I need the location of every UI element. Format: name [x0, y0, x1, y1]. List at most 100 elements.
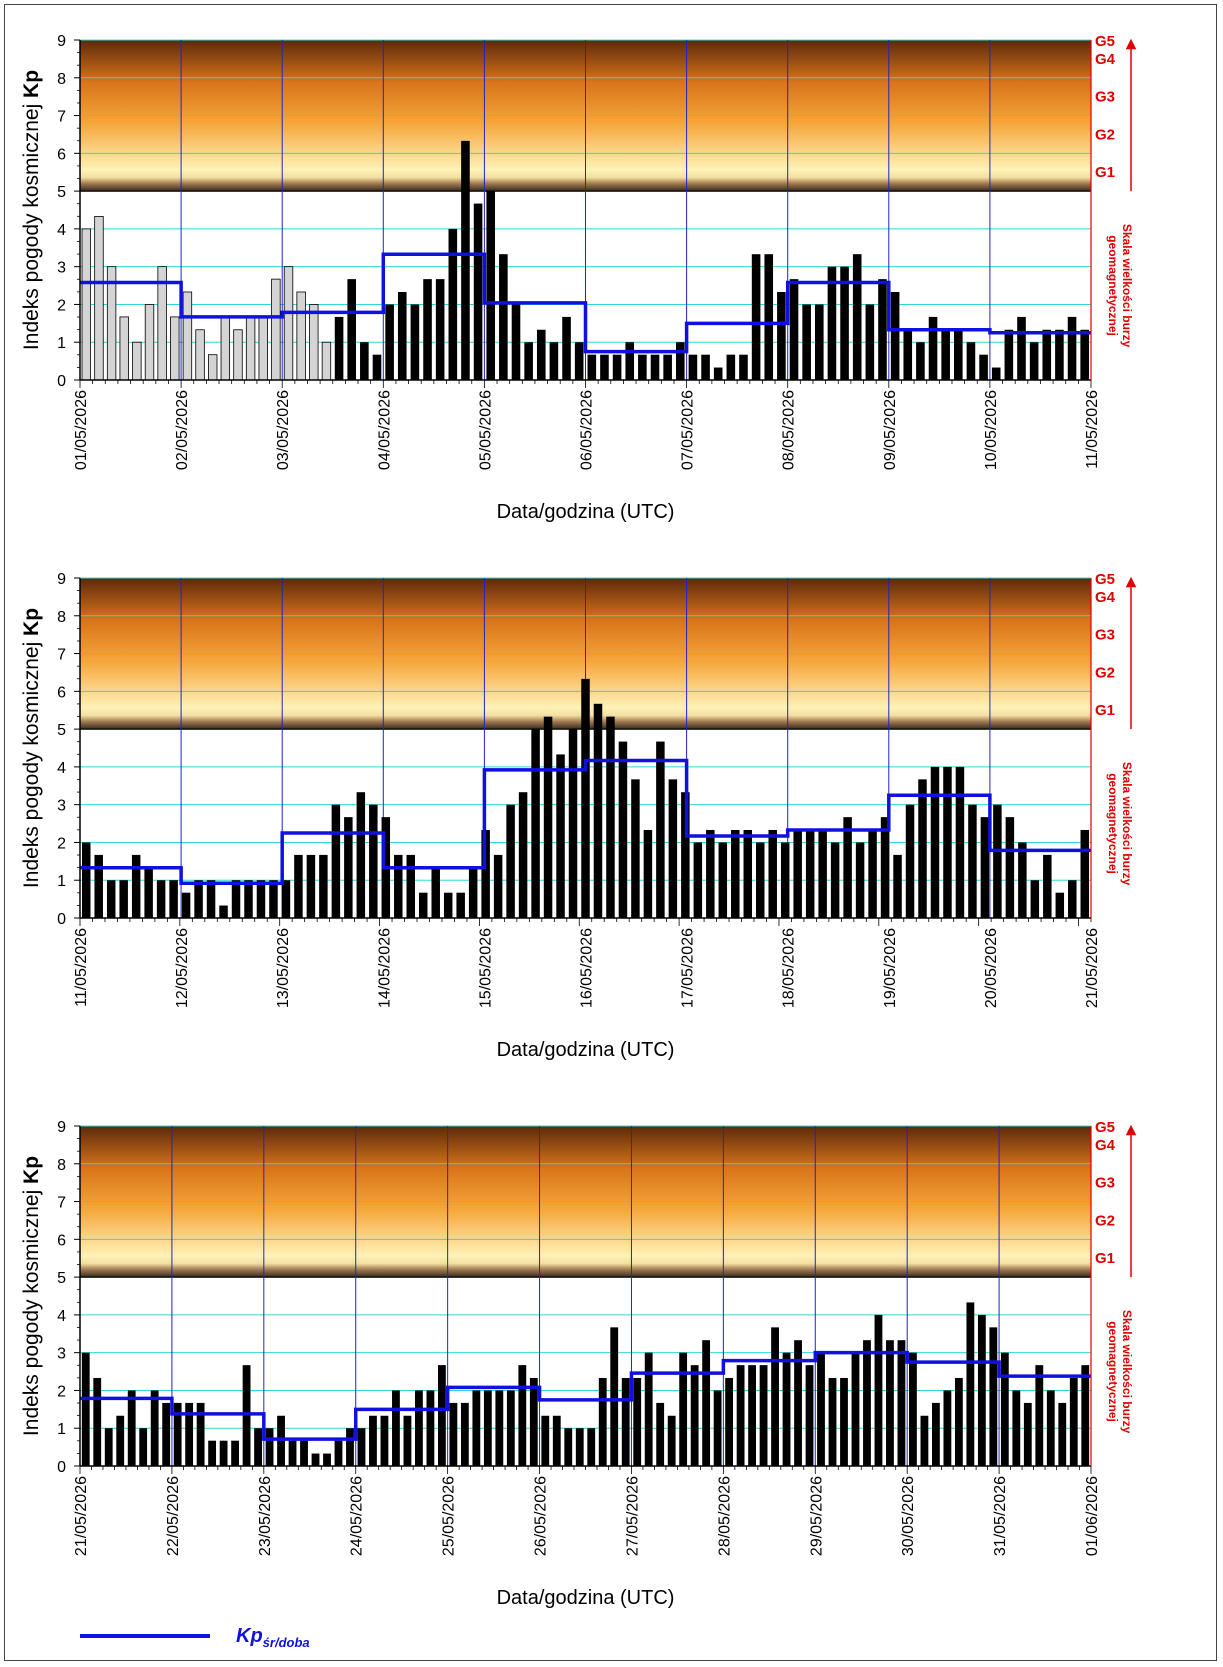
kp-bar [283, 266, 294, 381]
kp-bar [219, 905, 228, 918]
kp-bar [903, 329, 913, 380]
kp-bar [233, 329, 243, 381]
storm-level-label: G5 [1095, 1119, 1115, 1136]
kp-bar [131, 854, 141, 918]
x-date-label: 12/05/2026 [174, 928, 191, 1008]
kp-bar [777, 291, 786, 380]
kp-bar [369, 804, 378, 918]
kp-bar [802, 304, 811, 380]
kp-bar [851, 1352, 860, 1466]
storm-level-label: G5 [1095, 33, 1115, 50]
y-axis-title-kp: Kp [20, 70, 43, 98]
kp-bar [334, 1440, 343, 1466]
kp-bar [468, 867, 478, 918]
kp-bar [625, 342, 635, 380]
kp-bar [817, 1352, 825, 1466]
kp-bar [1055, 892, 1065, 918]
kp-bar [991, 367, 1001, 380]
kp-bar [713, 1390, 722, 1466]
kp-bar [473, 203, 483, 380]
kp-bar [989, 1327, 998, 1466]
kp-bar [499, 254, 508, 380]
kp-bar [288, 1440, 297, 1466]
kp-bar [256, 880, 266, 918]
kp-bar [581, 678, 590, 918]
kp-bar [1068, 880, 1077, 918]
kp-bar [194, 880, 203, 918]
kp-bar [574, 342, 584, 380]
kp-bar [231, 880, 241, 918]
x-date-label: 22/05/2026 [165, 1476, 182, 1556]
kp-bar [219, 1440, 228, 1466]
legend-label: Kpśr/doba [236, 1625, 310, 1650]
x-date-label: 01/06/2026 [1084, 1476, 1101, 1556]
kp-bar [931, 1402, 940, 1466]
kp-bar [195, 329, 205, 381]
kp-bar [943, 766, 952, 918]
kp-bar [415, 1390, 423, 1466]
kp-bar [706, 829, 715, 918]
kp-bar [181, 892, 191, 918]
x-date-label: 11/05/2026 [1084, 390, 1101, 469]
kp-bar [93, 1377, 102, 1466]
kp-bar [220, 316, 231, 381]
kp-bar [1012, 1390, 1021, 1466]
y-tick-label: 1 [57, 873, 66, 890]
kp-bar [966, 342, 976, 380]
kp-bar [410, 304, 420, 380]
kp-bar [81, 1352, 90, 1466]
kp-bar [106, 880, 116, 918]
kp-bar [863, 1340, 871, 1466]
storm-level-label: G2 [1095, 126, 1115, 143]
y-tick-label: 9 [57, 33, 66, 50]
legend: Kpśr/doba [80, 1625, 310, 1650]
storm-level-label: G3 [1095, 627, 1115, 644]
x-date-label: 11/05/2026 [73, 928, 90, 1007]
y-tick-label: 2 [57, 297, 66, 314]
daily-mean-line [80, 252, 1091, 354]
kp-bar [1004, 329, 1014, 380]
y-tick-label: 5 [57, 184, 66, 201]
x-date-label: 28/05/2026 [716, 1476, 733, 1556]
y-tick-label: 3 [57, 798, 66, 815]
kp-bar [506, 804, 515, 918]
kp-bar [865, 304, 875, 380]
y-axis-title-kp: Kp [20, 608, 43, 636]
kp-bar [346, 1428, 354, 1466]
y-tick-label: 6 [57, 684, 66, 701]
kp-bar [954, 329, 963, 380]
kp-bar [392, 1390, 400, 1466]
kp-bar [656, 741, 665, 918]
kp-bar [840, 266, 849, 380]
y-tick-label: 4 [57, 1308, 66, 1325]
y-tick-label: 5 [57, 1270, 66, 1287]
x-date-label: 18/05/2026 [781, 928, 798, 1008]
x-date-label: 17/05/2026 [680, 928, 697, 1008]
y-axis-title-text: Indeks pogody kosmicznej [20, 98, 43, 350]
kp-bar [169, 880, 178, 918]
kp-bar [690, 1365, 699, 1466]
kp-bar [431, 867, 440, 918]
kp-bar [771, 1327, 779, 1466]
kp-bar [94, 854, 103, 918]
y-tick-label: 0 [57, 911, 66, 928]
kp-bar [1055, 329, 1064, 380]
kp-bar [780, 842, 790, 918]
storm-level-label: G3 [1095, 89, 1115, 106]
kp-bar [631, 779, 640, 918]
kp-bar [423, 279, 432, 380]
storm-scale-title: Skala wielkości burzygeomagnetycznej [1106, 1310, 1134, 1434]
kp-bar [437, 1365, 446, 1466]
kp-bar [294, 854, 303, 918]
kp-bar [793, 829, 802, 918]
storm-level-label: G4 [1095, 589, 1116, 606]
kp-bar [1080, 829, 1090, 918]
x-date-label: 14/05/2026 [376, 928, 393, 1008]
kp-bar [311, 1453, 320, 1466]
y-tick-label: 4 [57, 222, 66, 239]
kp-bar [394, 854, 403, 918]
kp-bar [643, 829, 653, 918]
kp-bar [208, 1440, 217, 1466]
kp-bar [977, 1314, 986, 1466]
storm-level-label: G1 [1095, 702, 1115, 719]
